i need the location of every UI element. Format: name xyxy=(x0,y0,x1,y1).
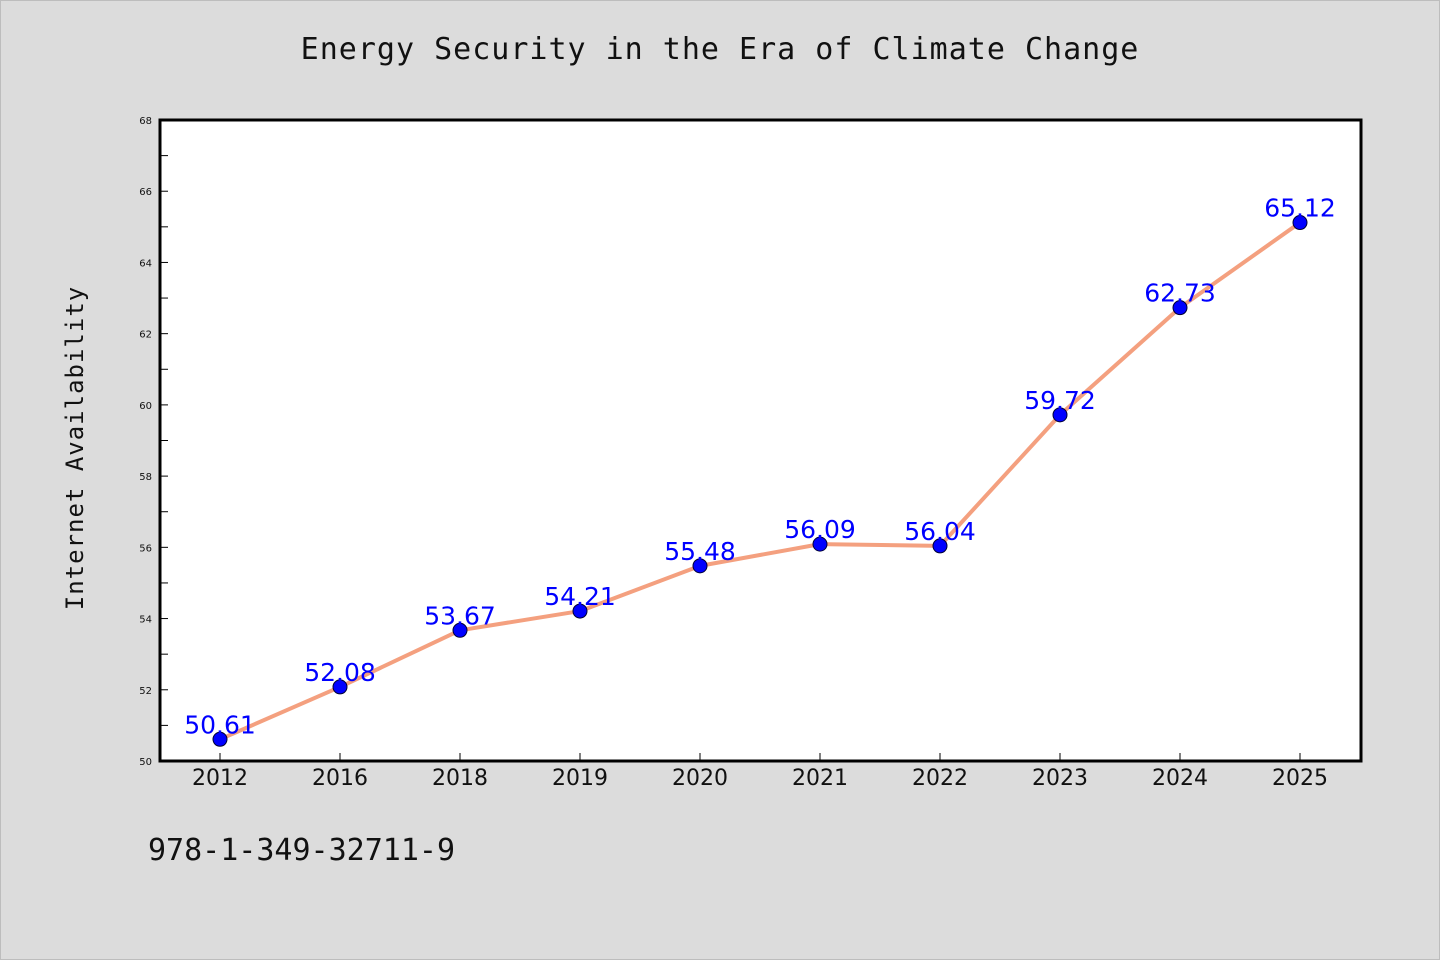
x-tick-label: 2012 xyxy=(192,766,248,791)
data-label: 62.73 xyxy=(1144,279,1216,308)
x-tick-label: 2016 xyxy=(312,766,368,791)
x-axis: 2012 2016 2018 2019 2020 2021 2022 2023 2024 2025 xyxy=(192,753,1328,791)
y-tick-label: 52 xyxy=(139,686,152,697)
data-point xyxy=(1172,300,1188,316)
data-label: 53.67 xyxy=(424,601,496,630)
y-tick-label: 60 xyxy=(139,401,152,412)
y-tick-label: 66 xyxy=(139,187,152,198)
data-label: 50.61 xyxy=(184,710,256,739)
data-point xyxy=(932,538,948,554)
data-labels: 50.61 52.08 53.67 54.21 55.48 56.09 56.04 59.72… xyxy=(184,194,1336,740)
data-label: 52.08 xyxy=(304,658,376,687)
y-tick-label: 62 xyxy=(139,330,152,341)
x-tick-label: 2023 xyxy=(1032,766,1088,791)
chart-title: Energy Security in the Era of Climate Ch… xyxy=(300,32,1140,67)
y-tick-label: 54 xyxy=(139,615,152,626)
data-label: 56.04 xyxy=(904,517,976,546)
data-point xyxy=(332,679,348,695)
data-point xyxy=(572,603,588,619)
markers xyxy=(212,215,1308,747)
y-tick-label: 68 xyxy=(139,116,152,127)
series xyxy=(218,220,1302,742)
x-tick-label: 2018 xyxy=(432,766,488,791)
data-point xyxy=(812,536,828,552)
x-tick-label: 2025 xyxy=(1272,766,1328,791)
x-tick-label: 2019 xyxy=(552,766,608,791)
plot-area xyxy=(158,118,1363,763)
y-tick-label: 64 xyxy=(139,258,152,269)
data-point xyxy=(1292,215,1308,231)
data-label: 55.48 xyxy=(664,537,736,566)
series-line xyxy=(218,220,1302,742)
x-tick-label: 2020 xyxy=(672,766,728,791)
data-label: 54.21 xyxy=(544,582,616,611)
y-tick-label: 58 xyxy=(139,472,152,483)
data-label: 65.12 xyxy=(1264,194,1336,223)
y-axis: 50 52 54 56 58 60 62 64 66 68 xyxy=(139,116,168,768)
y-tick-label: 50 xyxy=(139,757,152,768)
x-tick-label: 2024 xyxy=(1152,766,1208,791)
data-point xyxy=(1052,407,1068,423)
data-point xyxy=(692,558,708,574)
x-tick-label: 2021 xyxy=(792,766,848,791)
footer-code: 978-1-349-32711-9 xyxy=(148,833,456,868)
y-tick-label: 56 xyxy=(139,543,152,554)
data-point xyxy=(212,731,228,747)
data-point xyxy=(452,622,468,638)
x-tick-label: 2022 xyxy=(912,766,968,791)
data-label: 59.72 xyxy=(1024,386,1096,415)
data-label: 56.09 xyxy=(784,515,856,544)
